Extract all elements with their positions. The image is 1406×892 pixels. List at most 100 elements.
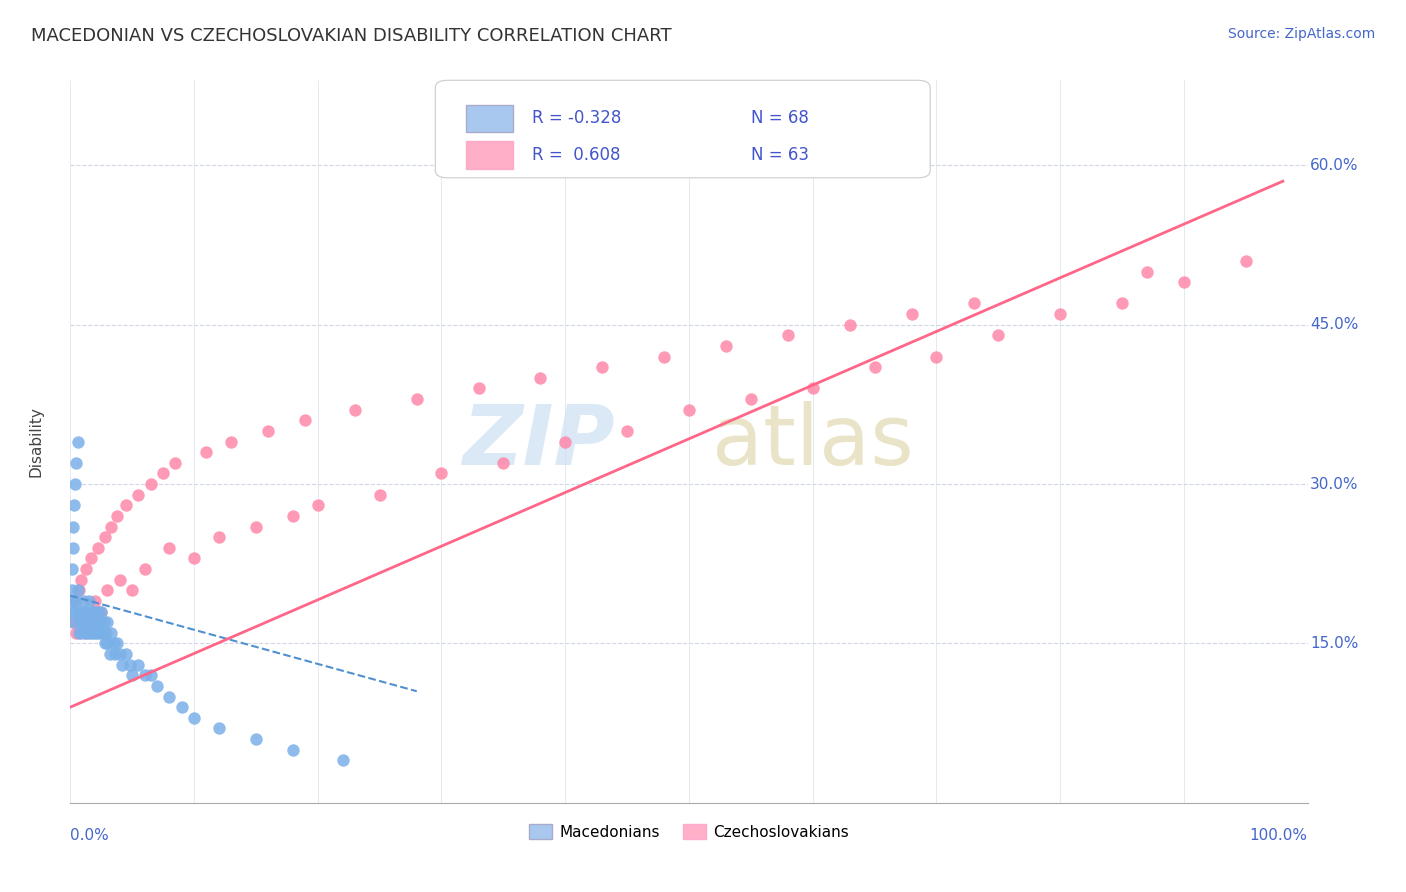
Text: 30.0%: 30.0% xyxy=(1310,476,1358,491)
Point xyxy=(65,594,87,608)
Text: N = 63: N = 63 xyxy=(751,146,808,164)
Text: MACEDONIAN VS CZECHOSLOVAKIAN DISABILITY CORRELATION CHART: MACEDONIAN VS CZECHOSLOVAKIAN DISABILITY… xyxy=(31,27,672,45)
Point xyxy=(66,583,89,598)
Point xyxy=(127,488,149,502)
Point xyxy=(79,615,101,630)
Point xyxy=(70,625,93,640)
Point xyxy=(79,605,101,619)
Text: ZIP: ZIP xyxy=(463,401,614,482)
Point xyxy=(67,583,90,598)
Point xyxy=(294,413,316,427)
Text: Source: ZipAtlas.com: Source: ZipAtlas.com xyxy=(1227,27,1375,41)
Point xyxy=(96,636,118,650)
Point xyxy=(652,350,675,364)
Point xyxy=(83,625,105,640)
Text: R =  0.608: R = 0.608 xyxy=(531,146,620,164)
Point xyxy=(84,605,107,619)
Point xyxy=(77,625,100,640)
Point xyxy=(75,625,97,640)
Point xyxy=(73,594,96,608)
Point xyxy=(72,615,94,630)
Point xyxy=(96,625,118,640)
Point xyxy=(62,541,84,555)
Point xyxy=(208,530,231,544)
Point xyxy=(62,519,84,533)
Point xyxy=(84,625,107,640)
Point xyxy=(127,657,149,672)
Point xyxy=(900,307,922,321)
Point xyxy=(139,477,162,491)
Point xyxy=(86,605,108,619)
Point xyxy=(1136,264,1159,278)
Point xyxy=(492,456,515,470)
Point xyxy=(183,551,205,566)
FancyBboxPatch shape xyxy=(467,141,513,169)
Point xyxy=(75,562,97,576)
Point xyxy=(91,625,114,640)
Point xyxy=(332,753,354,767)
Point xyxy=(678,402,700,417)
Point xyxy=(86,541,108,555)
Point xyxy=(90,605,112,619)
Text: 0.0%: 0.0% xyxy=(70,828,110,843)
Point xyxy=(219,434,242,449)
Point xyxy=(63,615,86,630)
Point xyxy=(863,360,886,375)
Point xyxy=(368,488,391,502)
Point xyxy=(62,615,84,630)
Point xyxy=(60,562,83,576)
Point xyxy=(115,647,138,661)
Point xyxy=(65,625,87,640)
Point xyxy=(529,371,551,385)
Point xyxy=(94,530,117,544)
Point xyxy=(80,625,103,640)
Point xyxy=(93,615,115,630)
Point xyxy=(139,668,162,682)
Text: 60.0%: 60.0% xyxy=(1310,158,1358,173)
FancyBboxPatch shape xyxy=(436,80,931,178)
Text: atlas: atlas xyxy=(711,401,914,482)
Point xyxy=(208,722,231,736)
Point xyxy=(77,594,100,608)
Point xyxy=(104,647,127,661)
Point xyxy=(740,392,762,406)
Point xyxy=(65,605,87,619)
Text: 45.0%: 45.0% xyxy=(1310,318,1358,332)
Point xyxy=(77,615,100,630)
Point xyxy=(75,615,97,630)
Point xyxy=(63,498,86,512)
Point xyxy=(60,583,83,598)
Point xyxy=(245,732,267,747)
Point xyxy=(962,296,984,310)
Point xyxy=(75,625,97,640)
Point xyxy=(82,615,104,630)
Point xyxy=(90,605,112,619)
Point xyxy=(343,402,366,417)
Point xyxy=(157,541,180,555)
Point xyxy=(281,742,304,756)
Point xyxy=(89,615,111,630)
Point xyxy=(1234,254,1257,268)
Point xyxy=(195,445,218,459)
Point xyxy=(72,615,94,630)
Point xyxy=(430,467,453,481)
Point xyxy=(146,679,169,693)
Point xyxy=(838,318,860,332)
Point xyxy=(84,615,107,630)
Point xyxy=(170,700,193,714)
Legend: Macedonians, Czechoslovakians: Macedonians, Czechoslovakians xyxy=(523,818,855,846)
Point xyxy=(121,668,143,682)
Point xyxy=(157,690,180,704)
Point xyxy=(257,424,280,438)
Point xyxy=(60,605,83,619)
Point xyxy=(281,508,304,523)
Point xyxy=(1173,275,1195,289)
Point xyxy=(134,668,156,682)
Point xyxy=(69,605,91,619)
Point xyxy=(69,615,91,630)
Point xyxy=(86,615,108,630)
Point xyxy=(105,636,128,650)
Point xyxy=(72,605,94,619)
Point xyxy=(84,594,107,608)
Point xyxy=(87,625,110,640)
